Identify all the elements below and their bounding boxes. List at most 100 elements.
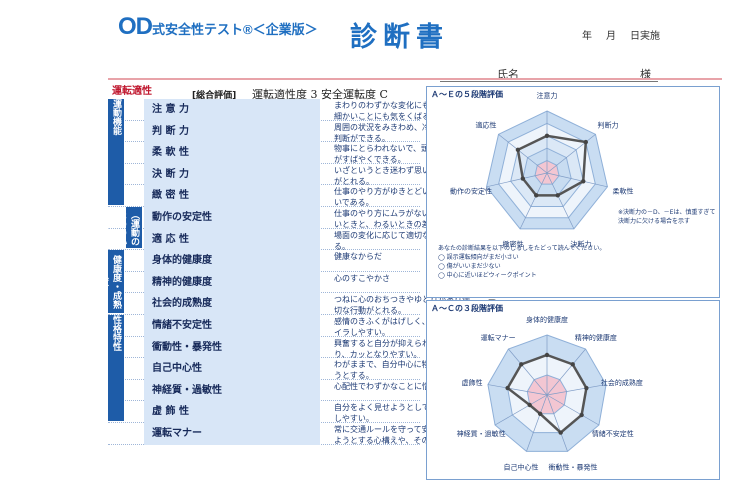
radar-axis	[546, 172, 575, 230]
item-label: 精神的健康度	[144, 271, 320, 294]
item-label: 神経質・過敏性	[144, 379, 320, 402]
item-label: 決 断 力	[144, 163, 320, 186]
report-sheet	[108, 78, 722, 482]
item-description: 物事にとらわれないで、頭の切りかえがすばやくできる。	[334, 144, 470, 165]
category-label: 健康度・成熟度	[98, 254, 121, 309]
radar-axis	[546, 394, 600, 426]
radar-point	[558, 430, 563, 435]
sogo-value: 運転適性度 3 安全運転度 C	[252, 88, 388, 101]
item-description: 周囲の状況をみきわめ、冷静に正しい判断ができる。	[334, 122, 470, 143]
item-description: 心配性でわずかなことに悩みやすい。	[334, 381, 470, 391]
radar-axis-label: 虚飾性	[462, 378, 483, 387]
item-label: 緻 密 性	[144, 185, 320, 208]
radar-point	[537, 411, 543, 416]
radar-point	[544, 352, 550, 358]
page-title: 診断書	[350, 22, 449, 53]
radar-axis	[546, 172, 608, 188]
table-row: 身体的健康度健康なからだA・CB	[108, 249, 498, 273]
radar-note: ※決断力の－D、－Eは、慎重すぎて決断力に欠ける場合を示す	[618, 209, 716, 225]
radar-axis-label: 柔軟性	[613, 186, 634, 195]
category-bar: （運動のための心のはたらき）	[90, 207, 142, 249]
item-description: 感情のきふくがはげしく、気分がイライラしやすい。	[334, 317, 470, 337]
item-label: 身体的健康度	[144, 250, 320, 273]
radar-point	[584, 385, 589, 391]
radar-axis-label: 動作の安定性	[450, 186, 492, 195]
legend-line: ◯ 傷がいいまだ少ない	[438, 263, 501, 270]
item-label: 社会的成熟度	[144, 293, 320, 316]
radar-axis-label: 緻密性	[503, 239, 524, 248]
category-bar: 運動機能	[108, 99, 124, 205]
item-label: 衝動性・暴発性	[144, 336, 320, 359]
item-label: 運転マナー	[144, 423, 320, 445]
radar-title: Ａ～Ｃの３段階評価	[431, 304, 503, 313]
item-description: 仕事のやり方にムラがない。調子のよいときと、わるいときの差が少ない。	[334, 209, 470, 229]
radar-axis	[498, 134, 548, 174]
radar-axis-label: 注意力	[537, 91, 558, 100]
radar-point	[515, 147, 521, 153]
name-line	[440, 80, 658, 82]
item-label: 注 意 力	[144, 99, 320, 121]
table-row: 運転マナー常に交通ルールを守って安全運転をしようとする心構えや、その習慣。A・C…	[108, 422, 498, 445]
item-label: 適 応 性	[144, 228, 320, 251]
legend-line: ◯ 誤示運転傾向がまだ小さい	[438, 254, 519, 261]
radar-point	[581, 179, 586, 184]
item-description: 自分をよく見せようとして、背伸びをしやすい。	[334, 403, 470, 424]
item-label: 虚 飾 性	[144, 401, 320, 424]
item-label: 情緒不安定性	[144, 315, 320, 337]
radar-axis-label: 社会的成熟度	[601, 378, 643, 387]
radar-point	[527, 402, 532, 408]
item-label: 柔 軟 性	[144, 142, 320, 165]
category-label: 性格特性	[111, 315, 121, 351]
radar-axis	[494, 394, 548, 426]
category-bar: 健康度・成熟度	[98, 250, 124, 313]
item-description: 心のすこやかさ	[334, 273, 390, 283]
radar-axis	[487, 384, 548, 396]
radar-point	[555, 193, 560, 198]
radar-axis-label: 自己中心性	[504, 462, 539, 471]
table-row: 動作の安定性 仕事のやり方にムラがない。調子のよいときと、わるいときの差が少ない。…	[108, 206, 499, 229]
radar-axis	[519, 172, 548, 230]
item-label: 判 断 力	[144, 120, 320, 143]
radar-point	[505, 385, 510, 391]
radar-axis	[546, 394, 568, 452]
radar-point	[534, 193, 539, 198]
radar-value-line	[505, 353, 588, 435]
radar-title: Ａ～Ｅの５段階評価	[431, 90, 503, 99]
section-title: 運転適性	[112, 86, 152, 97]
radar-axis-label: 情緒不安定性	[592, 429, 634, 438]
radar-axis	[526, 394, 548, 452]
radar-axis-label: 適応性	[476, 120, 497, 129]
radar-point	[520, 176, 526, 181]
legend-line: ◯ 中心に近いほどウィークポイント	[438, 272, 537, 279]
radar-axis-label: 判断力	[597, 120, 618, 129]
item-description: 健康なからだ	[334, 252, 382, 262]
radar-axis	[546, 384, 607, 396]
item-description: 場面の変化に応じて適切な処置がとれる。	[334, 230, 470, 251]
radar-axis	[508, 348, 548, 396]
date-field: 年月日実施	[582, 31, 660, 42]
item-description: わがままで、自分中心に物事を考えようとする。	[334, 360, 470, 381]
radar-axis-label: 精神的健康度	[575, 333, 617, 342]
legend-title: あなたの診断結果を以下のしるしをたどって読んでください。	[438, 245, 606, 252]
item-description: いざというとき迷わず思い切った処置がとれる。	[334, 165, 470, 186]
radar-point	[570, 362, 575, 367]
radar-axis-label: 身体的健康度	[526, 315, 568, 324]
radar-point	[519, 362, 524, 367]
brand-logo: OD式安全性テスト®＜企業版＞	[118, 13, 318, 40]
radar-axis-label: 運転マナー	[481, 333, 516, 342]
item-label: 動作の安定性	[144, 207, 320, 229]
category-label: （運動のための心のはたらき）	[90, 209, 139, 246]
item-label: 自己中心性	[144, 358, 320, 381]
